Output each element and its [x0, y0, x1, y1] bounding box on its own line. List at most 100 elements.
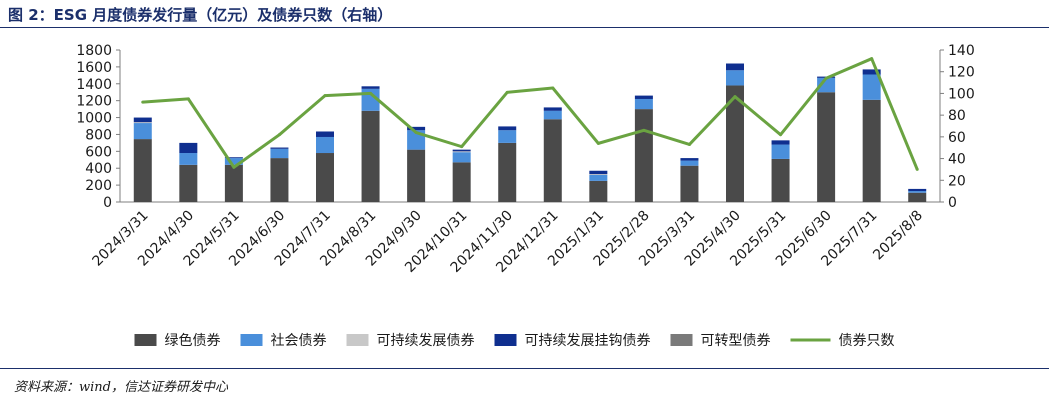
y-left-tick-label: 800 [85, 127, 112, 143]
bar-segment [680, 158, 699, 161]
bar-segment [680, 165, 699, 202]
bar-segment [270, 147, 289, 149]
bar-segment [316, 153, 334, 202]
legend-swatch [134, 334, 157, 346]
title-underline [0, 27, 1049, 28]
count-point [141, 100, 145, 104]
y-right-tick-label: 40 [948, 152, 966, 168]
chart-legend: 绿色债券 社会债券 可持续发展债券 可持续发展挂钩债券 可转型债券 债券只数 [134, 332, 895, 349]
y-right-tick-label: 0 [948, 195, 957, 211]
legend-swatch [240, 334, 263, 346]
chart-line [141, 57, 919, 171]
bar-segment [407, 126, 426, 131]
bar-segment [589, 174, 608, 181]
y-left-tick-label: 400 [85, 161, 112, 177]
bar-segment [634, 109, 653, 202]
count-point [186, 97, 190, 101]
y-left-tick-label: 1200 [76, 94, 112, 110]
y-right-tick-label: 140 [948, 43, 975, 59]
y-right-tick-label: 120 [948, 65, 975, 81]
y-left-tick-label: 200 [85, 178, 112, 194]
count-point [277, 133, 281, 137]
count-point [323, 94, 327, 98]
legend-label: 可转型债券 [701, 333, 771, 349]
bar-segment [634, 95, 653, 99]
count-point [915, 167, 919, 171]
bar-segment [316, 131, 334, 137]
bar-segment [862, 99, 881, 202]
bar-segment [589, 170, 608, 175]
bar-segment [452, 152, 471, 163]
bar-segment [498, 130, 517, 143]
count-line [142, 57, 919, 170]
bar-segment [543, 110, 562, 120]
count-point [642, 128, 646, 132]
bar-segment [224, 158, 243, 165]
esg-bond-chart: 0200400600800100012001400160018000204060… [76, 43, 975, 349]
bar-segment [452, 151, 471, 153]
bar-segment [133, 123, 152, 140]
legend-label: 可持续发展挂钩债券 [525, 332, 651, 349]
chart-bars [133, 63, 927, 202]
bar-segment [771, 140, 790, 145]
source-rule [0, 368, 1049, 369]
bar-segment [270, 148, 289, 159]
legend-label: 社会债券 [271, 333, 327, 349]
count-point [460, 145, 464, 149]
bar-segment [224, 157, 243, 159]
bar-segment [179, 164, 198, 202]
bar-segment [680, 160, 699, 166]
bar-segment [862, 74, 881, 100]
y-right-tick-label: 100 [948, 86, 975, 102]
bar-segment [407, 149, 426, 202]
figure-title: 图 2：ESG 月度债券发行量（亿元）及债券只数（右轴） [8, 6, 393, 24]
bar-segment [817, 92, 836, 202]
bar-segment [133, 117, 152, 123]
bar-segment [726, 63, 744, 71]
bar-segment [771, 158, 790, 202]
bar-segment [270, 158, 289, 202]
y-right-tick-label: 60 [948, 130, 966, 146]
count-point [551, 86, 555, 90]
y-left-tick-label: 1400 [76, 77, 112, 93]
bar-segment [179, 142, 198, 154]
bar-segment [361, 86, 380, 89]
count-point [505, 90, 509, 94]
bar-segment [452, 149, 471, 152]
legend-swatch [494, 334, 517, 346]
y-left-tick-label: 600 [85, 144, 112, 160]
count-point [414, 131, 418, 135]
legend-swatch [346, 334, 369, 346]
bar-segment [908, 191, 927, 193]
bar-segment [543, 107, 562, 111]
source-note: 资料来源：wind，信达证券研发中心 [14, 380, 228, 395]
count-point [232, 165, 236, 169]
bar-segment [908, 188, 927, 192]
y-left-tick-label: 1800 [76, 43, 112, 59]
bar-segment [133, 139, 152, 202]
y-right-tick-label: 20 [948, 173, 966, 189]
legend-label: 可持续发展债券 [377, 332, 475, 349]
x-tick-label: 2025/8/8 [870, 208, 926, 264]
count-point [779, 133, 783, 137]
bar-segment [589, 174, 608, 175]
legend-swatch [670, 334, 693, 346]
bar-segment [361, 110, 380, 202]
bar-segment [862, 69, 881, 75]
bar-segment [726, 85, 744, 202]
bar-segment [634, 98, 653, 110]
bar-segment [179, 153, 198, 165]
bar-segment [224, 164, 243, 202]
bar-segment [498, 126, 517, 131]
count-point [596, 141, 600, 145]
y-left-tick-label: 1000 [76, 111, 112, 127]
bar-segment [316, 136, 334, 154]
count-point [733, 95, 737, 99]
bar-segment [908, 192, 927, 202]
bar-segment [498, 142, 517, 202]
bar-segment [543, 119, 562, 202]
count-point [369, 91, 373, 95]
bar-segment [133, 122, 152, 124]
bar-segment [589, 180, 608, 202]
legend-label: 债券只数 [839, 333, 895, 349]
